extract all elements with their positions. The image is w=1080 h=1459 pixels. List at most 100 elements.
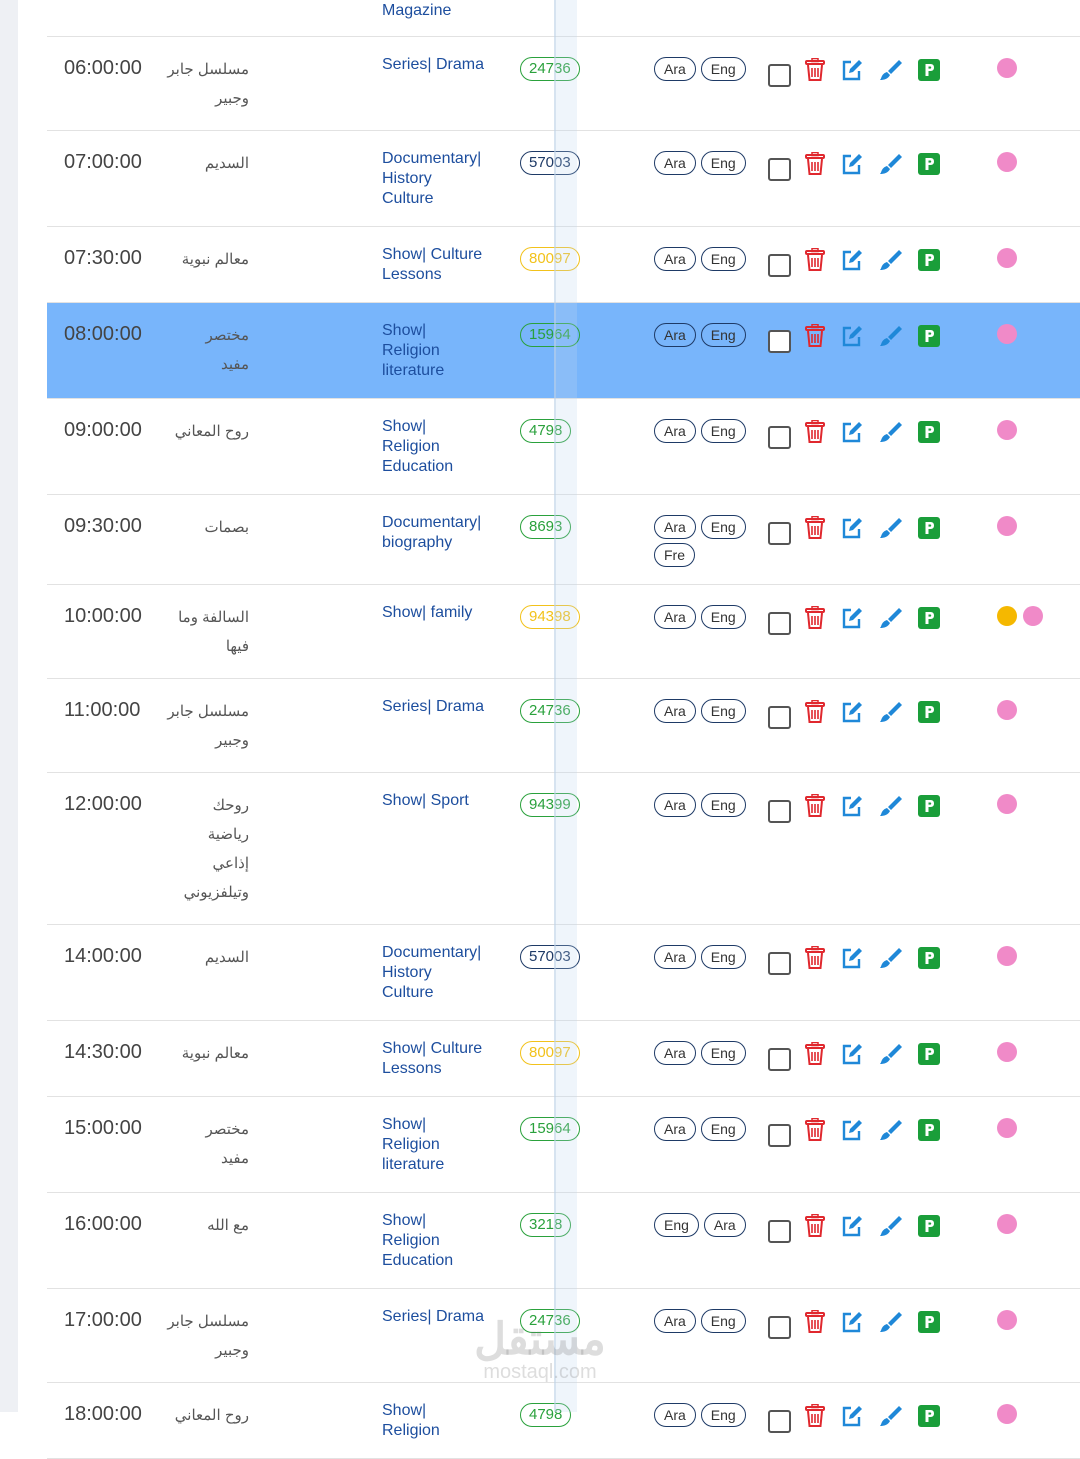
language-pill[interactable]: Fre — [654, 543, 695, 567]
language-pill[interactable]: Eng — [700, 699, 746, 723]
brush-button[interactable] — [878, 1118, 904, 1147]
brush-button[interactable] — [878, 58, 904, 87]
language-pill[interactable]: Eng — [700, 1309, 746, 1333]
checkbox[interactable] — [768, 1316, 791, 1339]
schedule-row[interactable]: 08:00:00 مختصر مفيد Show| Religion literature… — [47, 303, 1080, 399]
brush-button[interactable] — [878, 1214, 904, 1243]
schedule-row[interactable]: 17:00:00 مسلسل جابر وجبير Series| Drama 2473… — [47, 1289, 1080, 1383]
edit-button[interactable] — [840, 152, 864, 181]
brush-button[interactable] — [878, 152, 904, 181]
edit-button[interactable] — [840, 606, 864, 635]
trash-button[interactable] — [804, 605, 826, 635]
language-pill[interactable]: Eng — [700, 1041, 746, 1065]
schedule-row[interactable]: 09:30:00 بصمات Documentary| biography 8693 Ar… — [47, 495, 1080, 585]
language-pill[interactable]: Eng — [700, 247, 746, 271]
language-pill[interactable]: Eng — [700, 945, 746, 969]
edit-button[interactable] — [840, 1042, 864, 1071]
brush-button[interactable] — [878, 420, 904, 449]
checkbox[interactable] — [768, 706, 791, 729]
checkbox[interactable] — [768, 522, 791, 545]
p-button[interactable] — [918, 1405, 940, 1432]
language-pill[interactable]: Eng — [700, 1117, 746, 1141]
schedule-row[interactable]: 18:00:00 روح المعاني Show| Religion 4798 Ara E… — [47, 1383, 1080, 1459]
schedule-row[interactable]: 14:30:00 معالم نبوية Show| Culture Lessons 8… — [47, 1021, 1080, 1097]
p-button[interactable] — [918, 517, 940, 544]
trash-button[interactable] — [804, 699, 826, 729]
language-pill[interactable]: Eng — [654, 1213, 699, 1237]
schedule-row[interactable]: 07:00:00 السديم Documentary| History Culture… — [47, 131, 1080, 227]
edit-button[interactable] — [840, 248, 864, 277]
edit-button[interactable] — [840, 1310, 864, 1339]
edit-button[interactable] — [840, 1214, 864, 1243]
schedule-row[interactable]: 06:00:00 مسلسل جابر وجبير Series| Drama 2473… — [47, 37, 1080, 131]
p-button[interactable] — [918, 421, 940, 448]
schedule-row[interactable]: 14:00:00 السديم Documentary| History Culture… — [47, 925, 1080, 1021]
p-button[interactable] — [918, 947, 940, 974]
brush-button[interactable] — [878, 606, 904, 635]
trash-button[interactable] — [804, 793, 826, 823]
language-pill[interactable]: Ara — [654, 57, 696, 81]
trash-button[interactable] — [804, 945, 826, 975]
p-button[interactable] — [918, 325, 940, 352]
p-button[interactable] — [918, 701, 940, 728]
language-pill[interactable]: Ara — [703, 1213, 746, 1237]
edit-button[interactable] — [840, 794, 864, 823]
checkbox[interactable] — [768, 952, 791, 975]
trash-button[interactable] — [804, 1117, 826, 1147]
language-pill[interactable]: Eng — [700, 793, 746, 817]
checkbox[interactable] — [768, 158, 791, 181]
checkbox[interactable] — [768, 1220, 791, 1243]
language-pill[interactable]: Ara — [654, 323, 696, 347]
language-pill[interactable]: Ara — [654, 419, 696, 443]
brush-button[interactable] — [878, 1404, 904, 1433]
language-pill[interactable]: Ara — [654, 247, 696, 271]
language-pill[interactable]: Eng — [700, 323, 746, 347]
brush-button[interactable] — [878, 324, 904, 353]
trash-button[interactable] — [804, 419, 826, 449]
language-pill[interactable]: Eng — [700, 419, 746, 443]
language-pill[interactable]: Ara — [654, 1403, 696, 1427]
p-button[interactable] — [918, 1311, 940, 1338]
schedule-row[interactable]: 09:00:00 روح المعاني Show| Religion Educatio… — [47, 399, 1080, 495]
checkbox[interactable] — [768, 612, 791, 635]
language-pill[interactable]: Ara — [654, 699, 696, 723]
p-button[interactable] — [918, 59, 940, 86]
brush-button[interactable] — [878, 516, 904, 545]
trash-button[interactable] — [804, 247, 826, 277]
trash-button[interactable] — [804, 151, 826, 181]
language-pill[interactable]: Eng — [700, 605, 746, 629]
trash-button[interactable] — [804, 57, 826, 87]
language-pill[interactable]: Ara — [654, 1041, 696, 1065]
language-pill[interactable]: Eng — [700, 57, 746, 81]
edit-button[interactable] — [840, 946, 864, 975]
checkbox[interactable] — [768, 426, 791, 449]
p-button[interactable] — [918, 1215, 940, 1242]
p-button[interactable] — [918, 1043, 940, 1070]
language-pill[interactable]: Ara — [654, 515, 696, 539]
brush-button[interactable] — [878, 1310, 904, 1339]
brush-button[interactable] — [878, 700, 904, 729]
checkbox[interactable] — [768, 1124, 791, 1147]
checkbox[interactable] — [768, 330, 791, 353]
edit-button[interactable] — [840, 516, 864, 545]
trash-button[interactable] — [804, 1213, 826, 1243]
trash-button[interactable] — [804, 1041, 826, 1071]
trash-button[interactable] — [804, 1403, 826, 1433]
schedule-row[interactable]: 07:30:00 معالم نبوية Show| Culture Lessons 8… — [47, 227, 1080, 303]
brush-button[interactable] — [878, 794, 904, 823]
p-button[interactable] — [918, 1119, 940, 1146]
language-pill[interactable]: Eng — [700, 151, 746, 175]
schedule-row[interactable]: 12:00:00 روحك رياضية إذاعي وتيلفزيوني Show| S… — [47, 773, 1080, 925]
checkbox[interactable] — [768, 1410, 791, 1433]
trash-button[interactable] — [804, 1309, 826, 1339]
p-button[interactable] — [918, 795, 940, 822]
checkbox[interactable] — [768, 64, 791, 87]
edit-button[interactable] — [840, 58, 864, 87]
checkbox[interactable] — [768, 1048, 791, 1071]
language-pill[interactable]: Eng — [700, 515, 746, 539]
p-button[interactable] — [918, 153, 940, 180]
checkbox[interactable] — [768, 800, 791, 823]
p-button[interactable] — [918, 607, 940, 634]
schedule-row[interactable]: 15:00:00 مختصر مفيد Show| Religion literature… — [47, 1097, 1080, 1193]
schedule-row[interactable]: 10:00:00 السالفة وما فيها Show| family 94398… — [47, 585, 1080, 679]
